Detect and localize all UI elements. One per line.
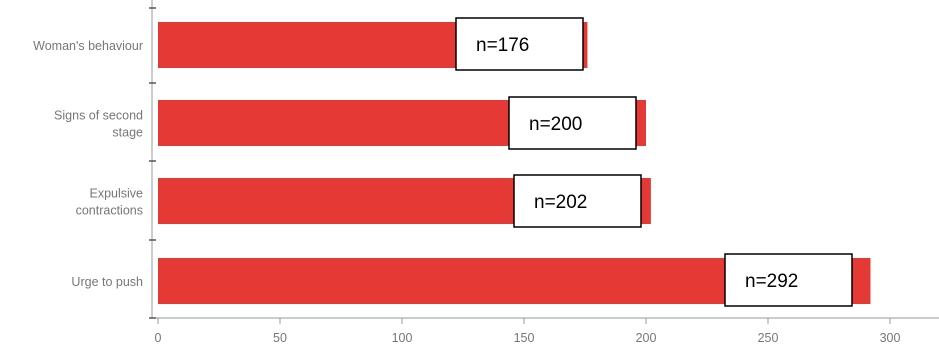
x-tick-label-0: 0 xyxy=(155,331,162,345)
category-label-0-0: Woman's behaviour xyxy=(33,39,143,53)
annotations-layer: n=176 n=200 n=202 n=292 xyxy=(455,17,853,307)
annotation-box-2 xyxy=(513,174,642,228)
category-label-2-1: contractions xyxy=(76,204,143,218)
annotation-label-0: n=176 xyxy=(476,35,529,56)
x-tick-label-5: 250 xyxy=(758,331,779,345)
x-tick-label-4: 200 xyxy=(636,331,657,345)
x-tick-label-6: 300 xyxy=(880,331,901,345)
annotation-label-2: n=202 xyxy=(534,192,587,213)
annotation-box-0 xyxy=(455,17,584,71)
category-label-1-1: stage xyxy=(112,126,143,140)
annotation-box-3 xyxy=(724,253,853,307)
category-label-1-0: Signs of second xyxy=(54,109,143,123)
axes-layer: 0 50 100 150 200 250 300 Woman's behaviour Signs… xyxy=(33,0,939,345)
annotation-label-1: n=200 xyxy=(529,114,582,135)
annotation-label-3: n=292 xyxy=(745,271,798,292)
annotation-box-1 xyxy=(508,96,637,150)
x-tick-label-1: 50 xyxy=(273,331,287,345)
x-tick-label-3: 150 xyxy=(514,331,535,345)
x-tick-label-2: 100 xyxy=(392,331,413,345)
category-label-3-0: Urge to push xyxy=(71,275,143,289)
category-label-2-0: Expulsive xyxy=(90,187,144,201)
